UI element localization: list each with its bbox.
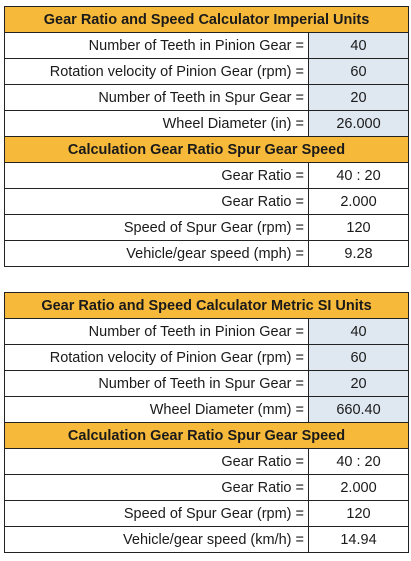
input-label: Number of Teeth in Spur Gear = <box>4 370 309 397</box>
input-row-pinion-teeth: Number of Teeth in Pinion Gear = 40 <box>4 32 409 59</box>
pinion-rpm-input[interactable]: 60 <box>308 58 409 85</box>
result-row-spur-speed: Speed of Spur Gear (rpm) = 120 <box>4 214 409 241</box>
result-label: Gear Ratio = <box>4 448 309 475</box>
section-title: Gear Ratio and Speed Calculator Imperial… <box>4 6 409 33</box>
input-row-wheel-diameter: Wheel Diameter (mm) = 660.40 <box>4 396 410 423</box>
result-label: Gear Ratio = <box>4 188 309 215</box>
metric-calculator: Gear Ratio and Speed Calculator Metric S… <box>3 292 410 553</box>
spur-teeth-input[interactable]: 20 <box>308 84 409 111</box>
results-header: Calculation Gear Ratio Spur Gear Speed <box>3 422 410 449</box>
result-label: Vehicle/gear speed (km/h) = <box>4 526 309 553</box>
spur-speed-output: 120 <box>308 214 409 241</box>
section-header: Gear Ratio and Speed Calculator Metric S… <box>3 292 410 319</box>
results-title: Calculation Gear Ratio Spur Gear Speed <box>4 136 409 163</box>
gear-ratio-decimal-output: 2.000 <box>308 188 409 215</box>
input-row-wheel-diameter: Wheel Diameter (in) = 26.000 <box>4 110 409 137</box>
imperial-calculator: Gear Ratio and Speed Calculator Imperial… <box>4 6 409 267</box>
result-row-gear-ratio-decimal: Gear Ratio = 2.000 <box>4 188 409 215</box>
input-label: Number of Teeth in Pinion Gear = <box>4 318 309 345</box>
pinion-teeth-input[interactable]: 40 <box>307 318 410 345</box>
section-title: Gear Ratio and Speed Calculator Metric S… <box>3 292 410 319</box>
result-label: Speed of Spur Gear (rpm) = <box>4 214 309 241</box>
result-row-gear-ratio: Gear Ratio = 40 : 20 <box>4 448 410 475</box>
result-row-gear-ratio: Gear Ratio = 40 : 20 <box>4 162 409 189</box>
spur-speed-output: 120 <box>307 500 410 527</box>
gear-ratio-output: 40 : 20 <box>307 448 410 475</box>
input-label: Rotation velocity of Pinion Gear (rpm) = <box>4 344 309 371</box>
pinion-rpm-input[interactable]: 60 <box>307 344 410 371</box>
input-label: Rotation velocity of Pinion Gear (rpm) = <box>4 58 309 85</box>
input-row-spur-teeth: Number of Teeth in Spur Gear = 20 <box>4 370 410 397</box>
section-header: Gear Ratio and Speed Calculator Imperial… <box>4 6 409 33</box>
result-label: Gear Ratio = <box>4 474 309 501</box>
result-row-gear-ratio-decimal: Gear Ratio = 2.000 <box>4 474 410 501</box>
result-label: Speed of Spur Gear (rpm) = <box>4 500 309 527</box>
input-row-pinion-teeth: Number of Teeth in Pinion Gear = 40 <box>4 318 410 345</box>
input-row-pinion-rpm: Rotation velocity of Pinion Gear (rpm) =… <box>4 58 409 85</box>
input-row-pinion-rpm: Rotation velocity of Pinion Gear (rpm) =… <box>4 344 410 371</box>
wheel-diameter-input[interactable]: 26.000 <box>308 110 409 137</box>
input-label: Wheel Diameter (mm) = <box>4 396 309 423</box>
input-label: Wheel Diameter (in) = <box>4 110 309 137</box>
input-label: Number of Teeth in Spur Gear = <box>4 84 309 111</box>
results-header: Calculation Gear Ratio Spur Gear Speed <box>4 136 409 163</box>
result-row-vehicle-speed: Vehicle/gear speed (km/h) = 14.94 <box>4 526 410 553</box>
result-label: Gear Ratio = <box>4 162 309 189</box>
result-row-vehicle-speed: Vehicle/gear speed (mph) = 9.28 <box>4 240 409 267</box>
vehicle-speed-output: 14.94 <box>307 526 410 553</box>
input-label: Number of Teeth in Pinion Gear = <box>4 32 309 59</box>
result-label: Vehicle/gear speed (mph) = <box>4 240 309 267</box>
vehicle-speed-output: 9.28 <box>308 240 409 267</box>
pinion-teeth-input[interactable]: 40 <box>308 32 409 59</box>
input-row-spur-teeth: Number of Teeth in Spur Gear = 20 <box>4 84 409 111</box>
gear-ratio-decimal-output: 2.000 <box>307 474 410 501</box>
wheel-diameter-input[interactable]: 660.40 <box>307 396 410 423</box>
result-row-spur-speed: Speed of Spur Gear (rpm) = 120 <box>4 500 410 527</box>
gear-ratio-output: 40 : 20 <box>308 162 409 189</box>
results-title: Calculation Gear Ratio Spur Gear Speed <box>3 422 410 449</box>
spur-teeth-input[interactable]: 20 <box>307 370 410 397</box>
